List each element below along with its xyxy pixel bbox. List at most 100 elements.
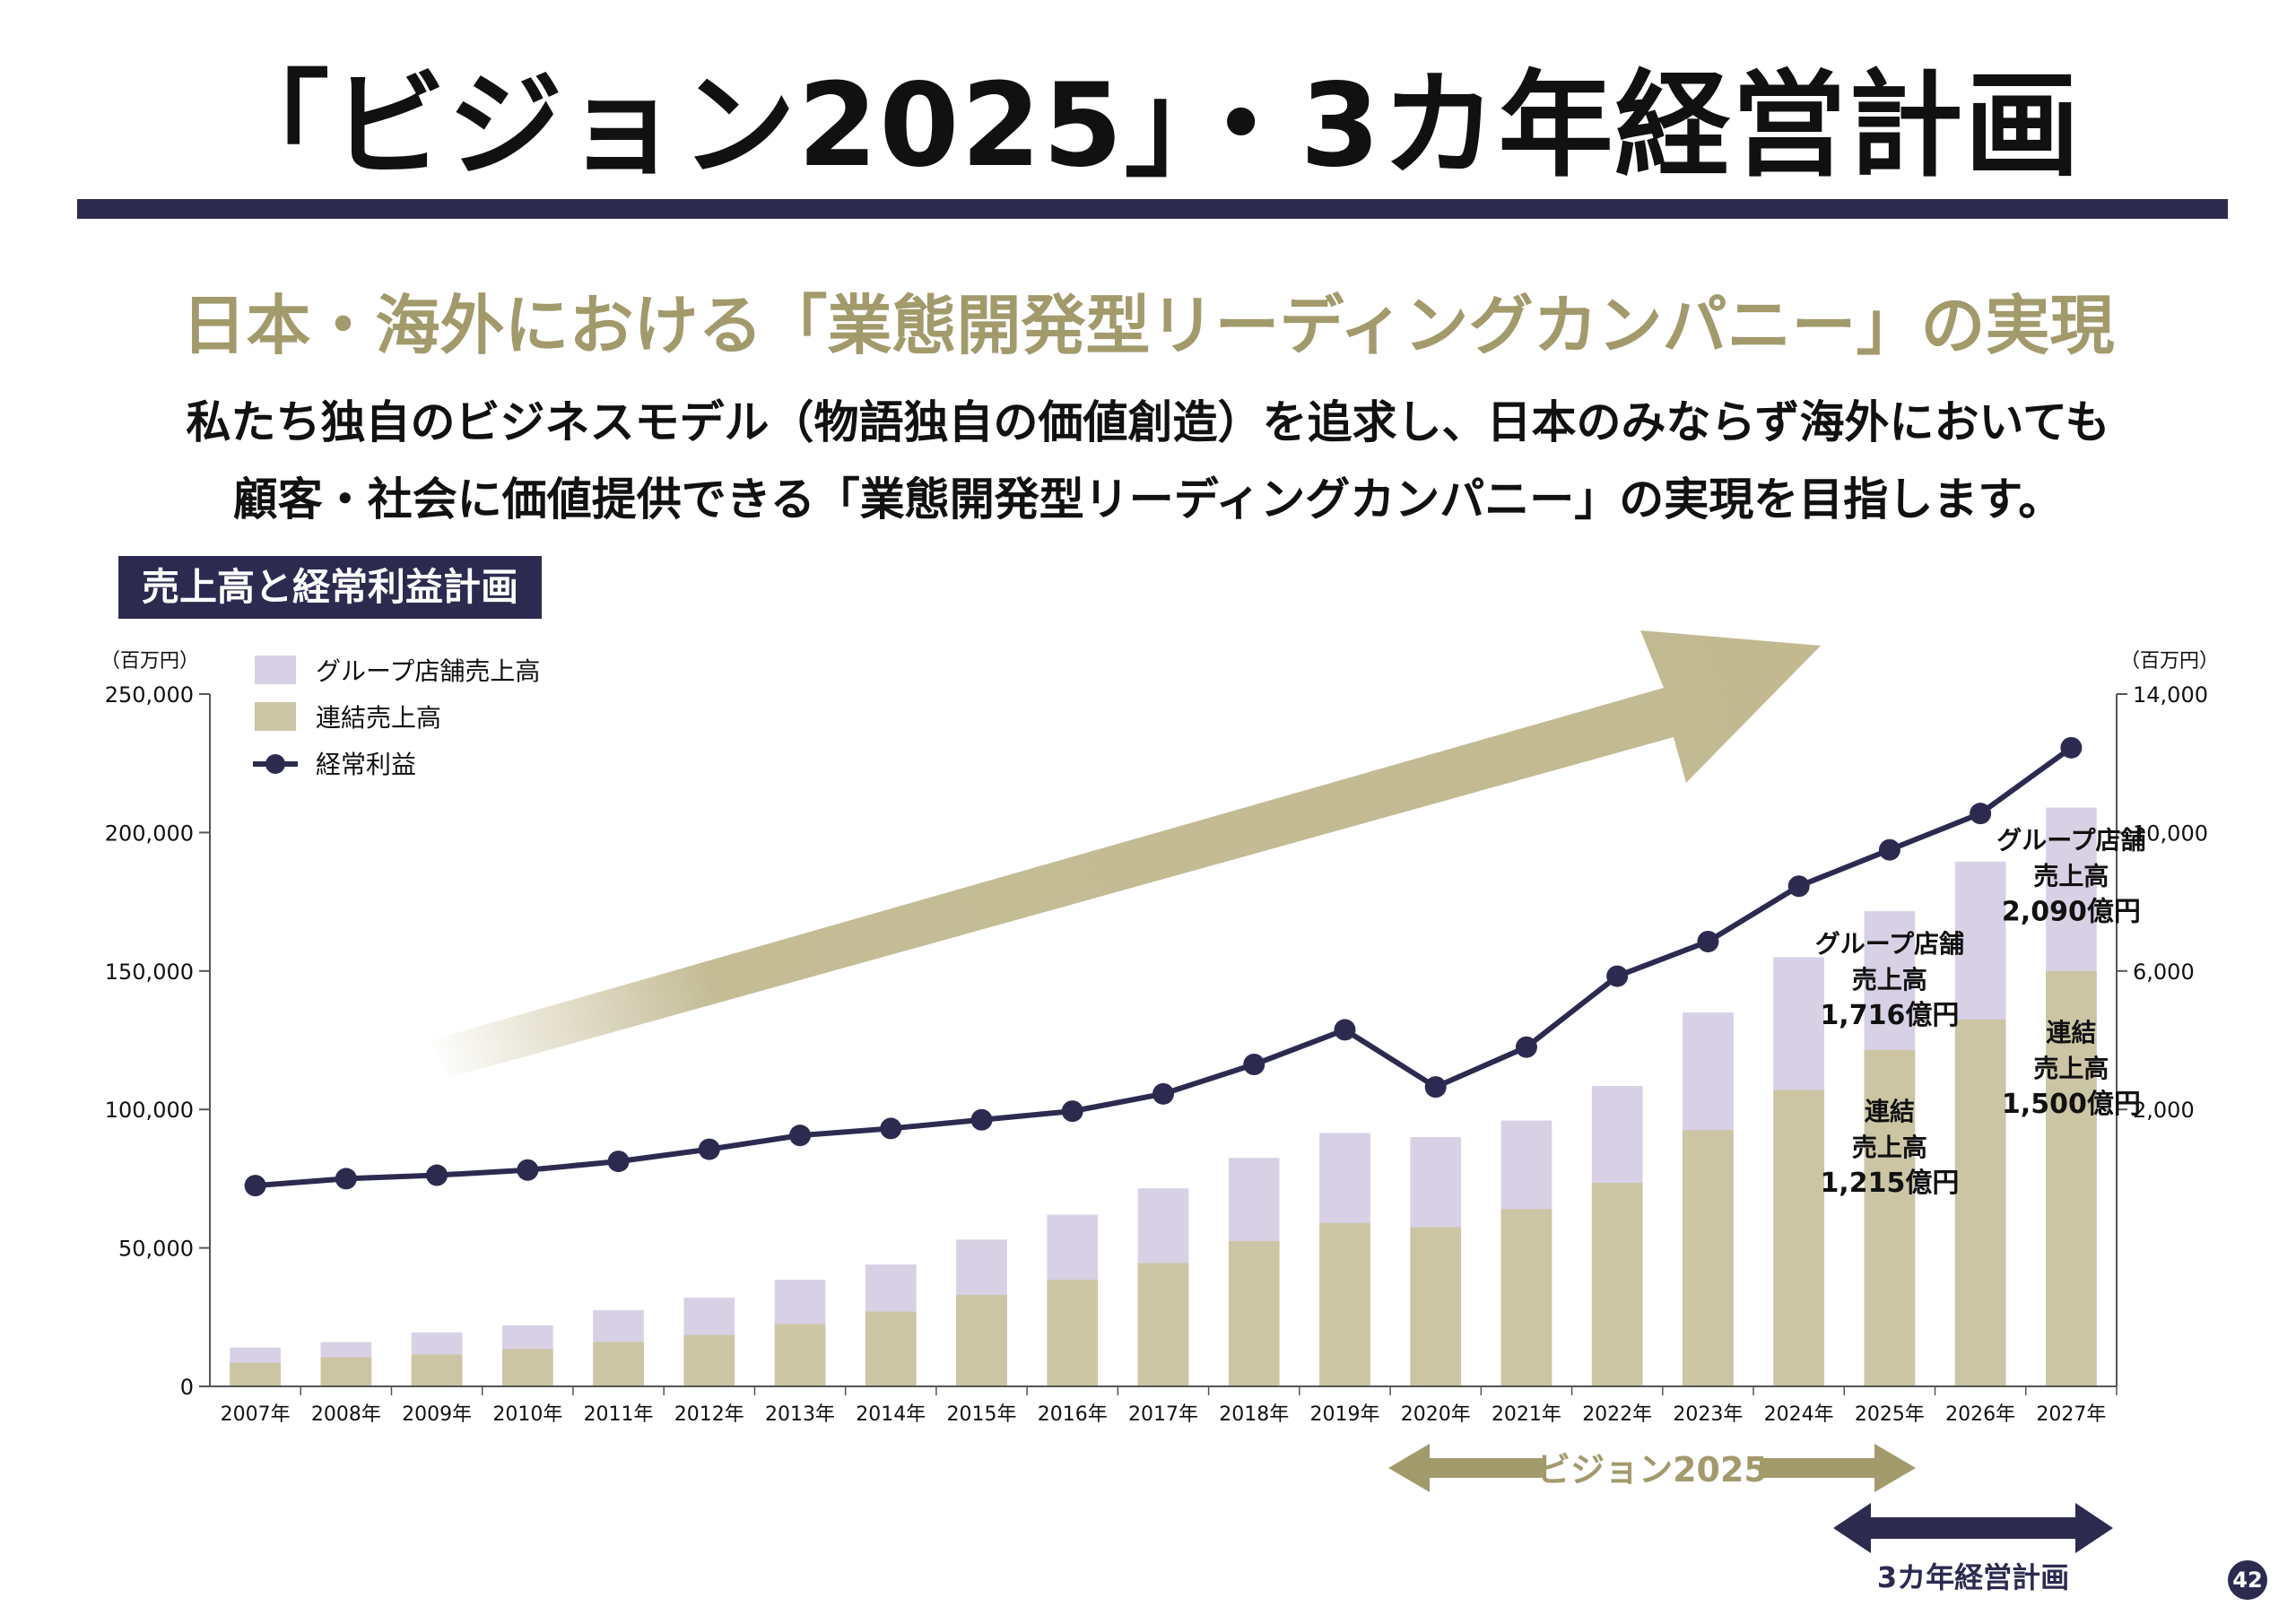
consolidated-sales-bar (1683, 1130, 1734, 1386)
x-axis-label: 2011年 (584, 1403, 654, 1426)
title-divider (77, 199, 2228, 219)
ordinary-profit-point (698, 1138, 720, 1160)
x-axis-label: 2027年 (2036, 1403, 2106, 1426)
legend-marker (265, 754, 285, 774)
consolidated-sales-bar (1591, 1183, 1643, 1386)
x-axis-label: 2026年 (1945, 1403, 2015, 1426)
consolidated-sales-bar (1137, 1263, 1189, 1386)
annotation-text: 1,500億円 (2002, 1089, 2141, 1120)
consolidated-sales-bar (501, 1349, 553, 1386)
x-axis-label: 2021年 (1492, 1403, 1561, 1426)
annotation-text: 連結 (2046, 1018, 2096, 1047)
legend-label: 経常利益 (316, 750, 416, 779)
legend-swatch (255, 702, 296, 731)
consolidated-sales-bar (1047, 1280, 1099, 1386)
vision-2025-arrow-right (1760, 1444, 1916, 1492)
x-axis-label: 2020年 (1401, 1403, 1471, 1426)
consolidated-sales-bar (593, 1342, 644, 1386)
annotation-text: 連結 (1865, 1097, 1915, 1126)
ordinary-profit-point (1970, 803, 1992, 825)
consolidated-sales-bar (411, 1354, 463, 1386)
left-axis-unit: （百万円） (100, 650, 199, 673)
left-axis-tick-label: 250,000 (105, 682, 194, 708)
consolidated-sales-bar (1319, 1222, 1370, 1386)
right-axis-tick-label: 2,000 (2133, 1098, 2195, 1123)
x-axis-label: 2012年 (674, 1403, 744, 1426)
x-axis-label: 2024年 (1764, 1403, 1834, 1426)
consolidated-sales-bar (1773, 1090, 1825, 1386)
x-axis-label: 2007年 (221, 1403, 291, 1426)
left-axis-tick-label: 50,000 (118, 1237, 194, 1262)
x-axis-label: 2013年 (765, 1403, 835, 1426)
ordinary-profit-point (1878, 838, 1900, 861)
x-axis-label: 2016年 (1038, 1403, 1108, 1426)
lead-line-2: 顧客・社会に価値提供できる「業態開発型リーディングカンパニー」の実現を目指します… (232, 473, 2064, 525)
ordinary-profit-point (1152, 1082, 1174, 1105)
ordinary-profit-point (1515, 1036, 1537, 1058)
annotation-text: 1,215億円 (1820, 1168, 1959, 1199)
consolidated-sales-bar (1864, 1049, 1916, 1386)
ordinary-profit-point (789, 1125, 812, 1147)
left-axis-tick-label: 0 (180, 1375, 194, 1400)
ordinary-profit-point (244, 1175, 266, 1197)
lead-line-1: 私たち独自のビジネスモデル（物語独自の価値創造）を追求し、日本のみならず海外にお… (186, 396, 2110, 448)
legend-label: 連結売上高 (316, 703, 441, 733)
x-axis-label: 2025年 (1855, 1403, 1925, 1426)
ordinary-profit-point (335, 1168, 357, 1190)
x-axis-label: 2015年 (947, 1403, 1017, 1426)
x-axis-label: 2019年 (1309, 1403, 1379, 1426)
x-axis-label: 2022年 (1582, 1403, 1652, 1426)
ordinary-profit-point (970, 1108, 993, 1131)
right-axis-tick-label: 14,000 (2133, 682, 2208, 708)
legend-label: グループ店舗売上高 (316, 656, 540, 686)
chart-section-label: 売上高と経常利益計画 (118, 556, 543, 619)
x-axis-label: 2023年 (1673, 1403, 1743, 1426)
left-axis-tick-label: 150,000 (105, 960, 194, 985)
annotation-text: 売上高 (2033, 1054, 2109, 1083)
annotation-text: 1,716億円 (1820, 1000, 1959, 1031)
right-axis-unit: （百万円） (2120, 650, 2219, 673)
vision-2025-arrow (1388, 1444, 1545, 1492)
consolidated-sales-bar (230, 1362, 281, 1386)
x-axis-label: 2009年 (402, 1403, 472, 1426)
three-year-plan-arrow (1833, 1503, 2113, 1553)
ordinary-profit-point (426, 1164, 448, 1186)
vision-headline: 日本・海外における「業態開発型リーディングカンパニー」の実現 (181, 288, 2115, 363)
ordinary-profit-point (607, 1151, 630, 1173)
ordinary-profit-point (1061, 1100, 1083, 1123)
page-title: 「ビジョン2025」・3カ年経営計画 (214, 59, 2082, 193)
consolidated-sales-bar (774, 1324, 826, 1386)
three-year-plan-label: 3カ年経営計画 (1877, 1560, 2069, 1594)
ordinary-profit-point (1334, 1019, 1356, 1041)
left-axis-tick-label: 200,000 (105, 821, 194, 846)
ordinary-profit-point (1424, 1076, 1447, 1099)
x-axis-label: 2010年 (492, 1403, 562, 1426)
consolidated-sales-bar (1500, 1209, 1552, 1386)
x-axis-label: 2008年 (311, 1403, 381, 1426)
ordinary-profit-point (1606, 965, 1629, 987)
ordinary-profit-point (1697, 930, 1719, 952)
consolidated-sales-bar (683, 1334, 735, 1386)
consolidated-sales-bar (956, 1295, 1007, 1386)
ordinary-profit-point (1243, 1054, 1265, 1076)
consolidated-sales-bar (1410, 1227, 1462, 1386)
annotation-text: 売上高 (2033, 862, 2109, 891)
legend-swatch (255, 656, 296, 684)
consolidated-sales-bar (1228, 1240, 1280, 1386)
ordinary-profit-point (880, 1117, 902, 1140)
x-axis-label: 2014年 (856, 1403, 926, 1426)
ordinary-profit-point (517, 1159, 539, 1181)
vision-2025-label: ビジョン2025 (1536, 1450, 1768, 1489)
ordinary-profit-point (2060, 736, 2083, 759)
consolidated-sales-bar (865, 1311, 917, 1386)
left-axis-tick-label: 100,000 (105, 1098, 194, 1123)
annotation-text: グループ店舗 (1815, 929, 1964, 959)
annotation-text: 2,090億円 (2002, 897, 2141, 928)
growth-arrow (430, 630, 1821, 1078)
right-axis-tick-label: 6,000 (2133, 960, 2195, 985)
annotation-text: 売上高 (1852, 965, 1927, 994)
page-number-badge: 42 (2228, 1560, 2267, 1600)
consolidated-sales-bar (2046, 970, 2097, 1386)
x-axis-label: 2017年 (1128, 1403, 1198, 1426)
